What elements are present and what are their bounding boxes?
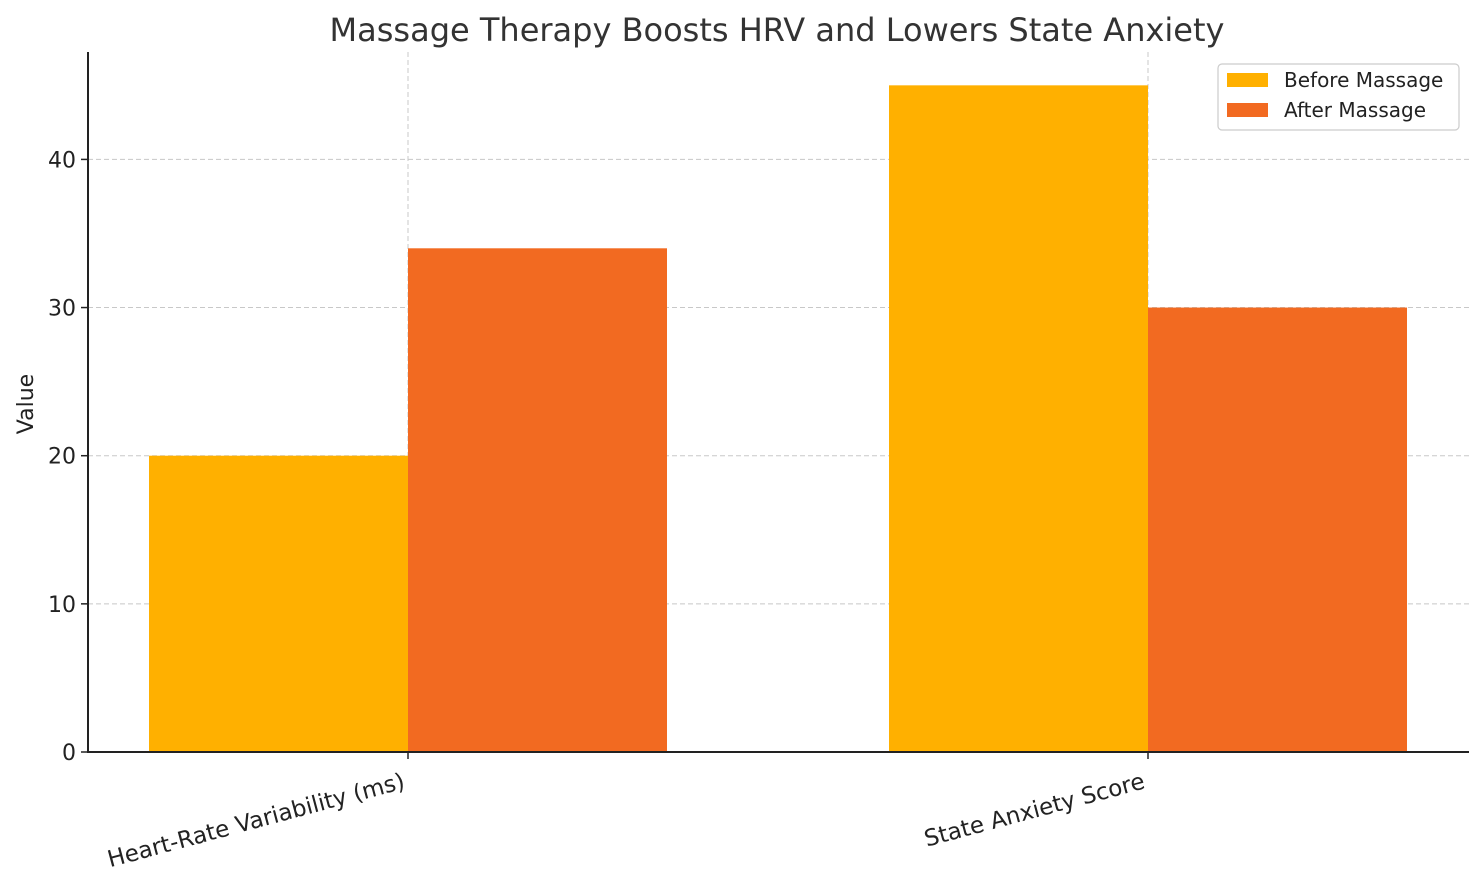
chart-title: Massage Therapy Boosts HRV and Lowers St… (330, 11, 1225, 49)
bar-before-1 (889, 85, 1148, 753)
x-category-label-0: Heart-Rate Variability (ms) (105, 769, 408, 873)
axes (87, 52, 1469, 753)
y-tick-label-2: 20 (48, 445, 76, 470)
legend-swatch-0 (1227, 73, 1268, 87)
y-axis-ticks: 0 10 20 30 40 (48, 148, 88, 766)
x-axis-category-labels: Heart-Rate Variability (ms) State Anxiety… (105, 752, 1149, 873)
bar-after-1 (1148, 307, 1407, 752)
legend-label-0: Before Massage (1284, 68, 1443, 92)
y-tick-label-1: 10 (48, 593, 76, 618)
legend: Before Massage After Massage (1217, 63, 1460, 131)
y-axis-label: Value (14, 374, 39, 434)
legend-box (1217, 63, 1460, 131)
legend-swatch-1 (1227, 103, 1268, 117)
bar-after-0 (408, 248, 667, 752)
bars (149, 85, 1407, 753)
y-tick-label-0: 0 (62, 741, 76, 766)
y-tick-label-3: 30 (48, 297, 76, 322)
y-tick-label-4: 40 (48, 148, 76, 173)
x-category-label-1: State Anxiety Score (922, 769, 1148, 853)
bar-before-0 (149, 455, 408, 752)
legend-label-1: After Massage (1284, 98, 1426, 122)
